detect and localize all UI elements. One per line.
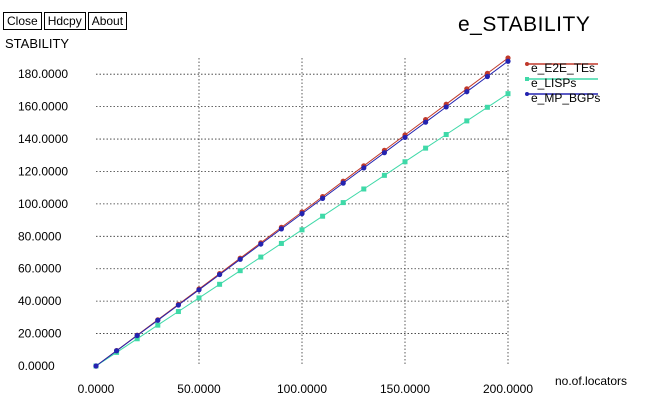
data-point-e_LISPs-15 <box>402 159 408 165</box>
data-point-e_LISPs-18 <box>464 118 470 124</box>
x-tick-label-4: 200.0000 <box>483 382 533 394</box>
data-point-e_LISPs-9 <box>278 240 284 246</box>
y-tick-label-1: 20.0000 <box>18 327 62 341</box>
y-tick-label-7: 140.0000 <box>18 132 68 146</box>
legend-label-e_MP_BGPs: e_MP_BGPs <box>531 91 600 105</box>
data-point-e_MP_BGPs-1 <box>114 348 120 354</box>
data-point-e_MP_BGPs-18 <box>464 89 470 95</box>
data-point-e_MP_BGPs-13 <box>361 165 367 171</box>
data-point-e_LISPs-2 <box>134 336 140 342</box>
data-point-e_MP_BGPs-20 <box>505 58 511 64</box>
y-tick-label-5: 100.0000 <box>18 197 68 211</box>
x-tick-label-3: 150.0000 <box>380 382 430 394</box>
legend-label-e_LISPs: e_LISPs <box>531 76 576 90</box>
y-tick-label-0: 0.0000 <box>18 359 55 373</box>
x-tick-label-2: 100.0000 <box>277 382 327 394</box>
data-point-e_LISPs-20 <box>505 91 511 97</box>
data-point-e_LISPs-12 <box>340 200 346 206</box>
y-tick-label-9: 180.0000 <box>18 67 68 81</box>
y-tick-label-2: 40.0000 <box>18 294 62 308</box>
data-point-e_LISPs-3 <box>155 322 161 328</box>
data-point-e_LISPs-14 <box>381 172 387 178</box>
data-point-e_MP_BGPs-3 <box>155 317 161 323</box>
y-axis-label: STABILITY <box>5 36 70 51</box>
data-point-e_MP_BGPs-14 <box>381 150 387 156</box>
data-point-e_LISPs-7 <box>237 268 243 274</box>
x-axis-label: no.of.locators <box>555 374 628 388</box>
hdcpy-button[interactable]: Hdcpy <box>43 12 86 30</box>
data-point-e_LISPs-13 <box>361 186 367 192</box>
data-point-e_LISPs-16 <box>423 145 429 151</box>
data-point-e_MP_BGPs-6 <box>217 271 223 278</box>
chart-title: e_STABILITY <box>458 13 591 36</box>
x-tick-label-0: 0.0000 <box>78 382 115 394</box>
data-point-e_MP_BGPs-4 <box>175 302 181 308</box>
toolbar: Close Hdcpy About <box>3 12 128 30</box>
data-point-e_MP_BGPs-5 <box>196 287 202 293</box>
y-tick-label-8: 160.0000 <box>18 100 68 114</box>
data-point-e_MP_BGPs-0 <box>93 363 99 369</box>
data-point-e_MP_BGPs-16 <box>423 119 429 125</box>
y-tick-label-6: 120.0000 <box>18 164 68 178</box>
data-point-e_MP_BGPs-9 <box>278 226 284 232</box>
x-tick-label-1: 50.0000 <box>177 382 221 394</box>
legend-label-e_E2E_TEs: e_E2E_TEs <box>531 61 595 75</box>
about-button[interactable]: About <box>87 12 128 30</box>
y-tick-label-4: 80.0000 <box>18 229 62 243</box>
legend-marker-e_LISPs <box>525 77 529 81</box>
data-point-e_LISPs-8 <box>258 254 264 260</box>
legend-marker-e_MP_BGPs <box>525 92 529 96</box>
data-point-e_LISPs-19 <box>484 104 490 110</box>
data-point-e_MP_BGPs-2 <box>134 332 140 339</box>
data-point-e_LISPs-6 <box>217 281 223 287</box>
data-point-e_MP_BGPs-15 <box>402 134 408 141</box>
data-point-e_LISPs-10 <box>299 227 305 233</box>
data-point-e_MP_BGPs-19 <box>484 73 490 80</box>
data-point-e_MP_BGPs-8 <box>258 241 264 247</box>
data-point-e_LISPs-5 <box>196 295 202 301</box>
data-point-e_MP_BGPs-12 <box>340 180 346 186</box>
data-point-e_LISPs-17 <box>443 132 449 138</box>
data-point-e_MP_BGPs-11 <box>320 195 326 201</box>
data-point-e_MP_BGPs-10 <box>299 211 305 217</box>
data-point-e_LISPs-4 <box>175 309 181 315</box>
data-point-e_MP_BGPs-17 <box>443 104 449 110</box>
y-tick-label-3: 60.0000 <box>18 262 62 276</box>
data-point-e_LISPs-11 <box>320 213 326 219</box>
data-point-e_MP_BGPs-7 <box>237 256 243 262</box>
legend-marker-e_E2E_TEs <box>525 62 529 66</box>
close-button[interactable]: Close <box>3 12 42 30</box>
